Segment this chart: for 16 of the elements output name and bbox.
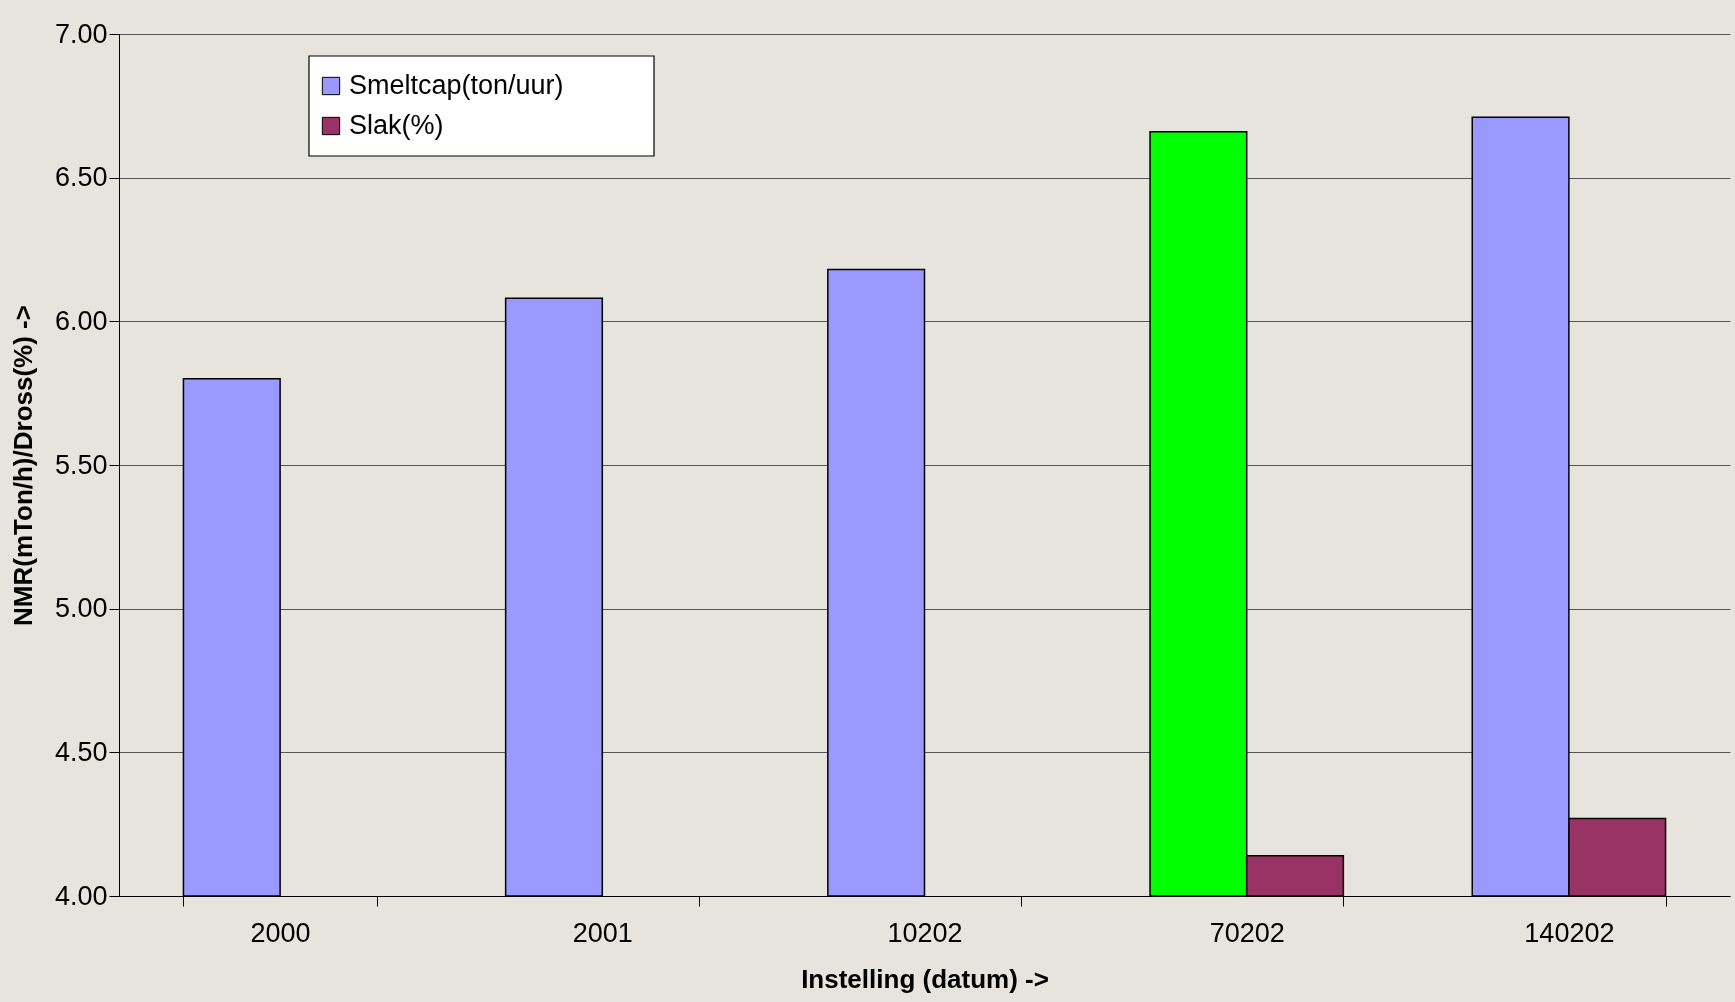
- y-tick-label: 5.50: [54, 449, 108, 480]
- y-tick-label: 6.50: [54, 162, 108, 193]
- x-tick-label: 140202: [1524, 917, 1615, 948]
- legend-label: Smeltcap(ton/uur): [349, 70, 564, 100]
- y-tick-label: 4.50: [54, 736, 108, 767]
- y-tick-label: 6.00: [54, 305, 108, 336]
- x-axis-title: Instelling (datum) ->: [801, 963, 1049, 994]
- y-axis-title: NMR(mTon/h)/Dross(%) ->: [7, 305, 38, 626]
- x-tick-label: 10202: [887, 917, 963, 948]
- x-tick-label: 2000: [250, 917, 311, 948]
- legend-label: Slak(%): [349, 110, 444, 140]
- x-tick-label: 2001: [572, 917, 633, 948]
- y-tick-label: 5.00: [54, 593, 108, 624]
- y-tick-label: 4.00: [54, 880, 108, 911]
- x-tick-label: 70202: [1209, 917, 1285, 948]
- y-tick-label: 7.00: [54, 18, 108, 49]
